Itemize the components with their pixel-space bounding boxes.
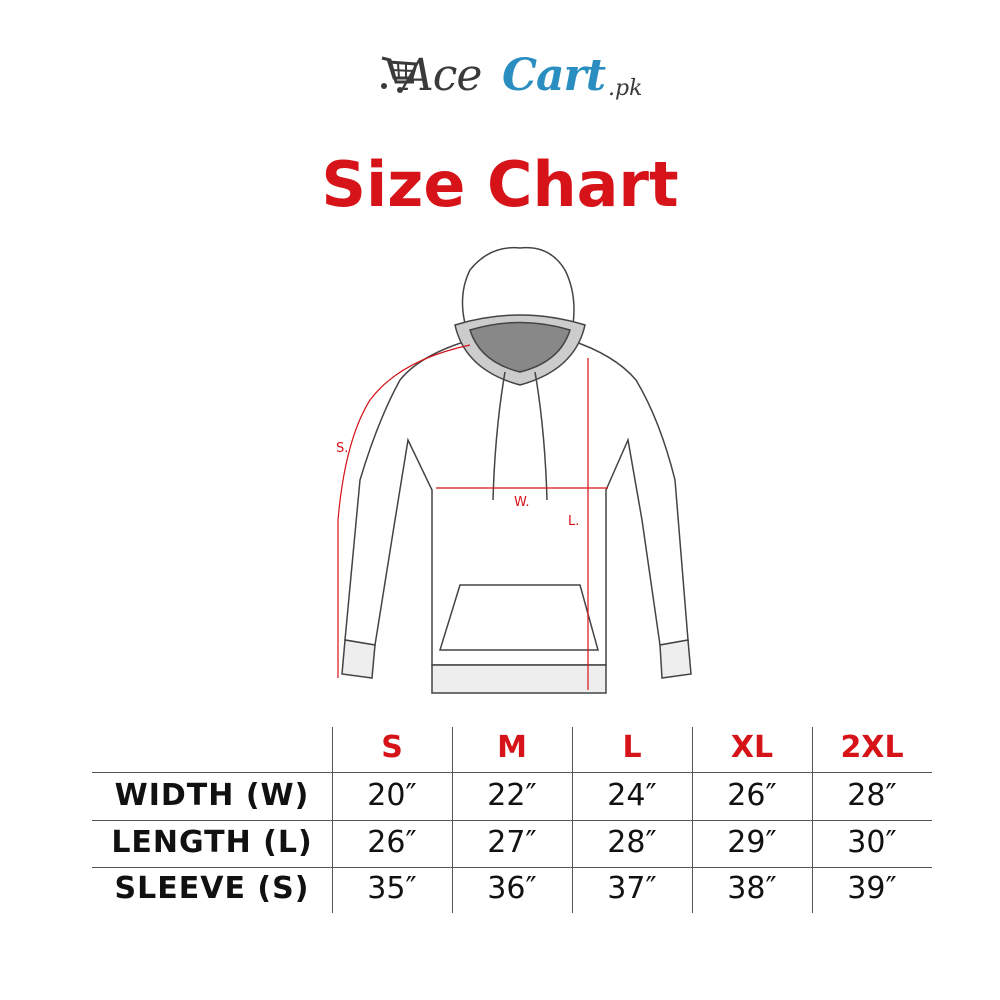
size-header-l: L: [622, 730, 642, 765]
table-cell: 29″: [727, 825, 777, 860]
table-cell: 26″: [727, 778, 777, 813]
table-cell: 36″: [487, 871, 537, 906]
length-label: L.: [568, 514, 579, 529]
logo-text-cart: Cart: [502, 50, 606, 101]
table-cell: 20″: [367, 778, 417, 813]
table-cell: 22″: [487, 778, 537, 813]
row-label-length: LENGTH (L): [111, 825, 313, 860]
table-divider: [92, 867, 932, 868]
table-divider: [92, 820, 932, 821]
hoodie-diagram: S. W. L.: [336, 246, 692, 694]
table-divider: [92, 772, 932, 773]
acecart-logo: Ace Cart .pk: [380, 48, 680, 118]
table-cell: 24″: [607, 778, 657, 813]
width-label: W.: [514, 495, 530, 510]
table-cell: 28″: [607, 825, 657, 860]
size-header-m: M: [497, 730, 527, 765]
table-cell: 30″: [847, 825, 897, 860]
table-cell: 27″: [487, 825, 537, 860]
table-cell: 39″: [847, 871, 897, 906]
logo-text-ace: Ace: [402, 50, 482, 101]
size-header-2xl: 2XL: [840, 730, 904, 765]
row-label-width: WIDTH (W): [114, 778, 310, 813]
size-header-s: S: [381, 730, 403, 765]
row-label-sleeve: SLEEVE (S): [114, 871, 310, 906]
table-cell: 26″: [367, 825, 417, 860]
logo-text-pk: .pk: [608, 76, 643, 101]
shopping-cart-icon: [381, 56, 418, 93]
size-header-xl: XL: [730, 730, 774, 765]
table-cell: 28″: [847, 778, 897, 813]
sleeve-label: S.: [336, 441, 348, 456]
table-cell: 38″: [727, 871, 777, 906]
page-title: Size Chart: [321, 148, 679, 221]
table-cell: 35″: [367, 871, 417, 906]
table-cell: 37″: [607, 871, 657, 906]
